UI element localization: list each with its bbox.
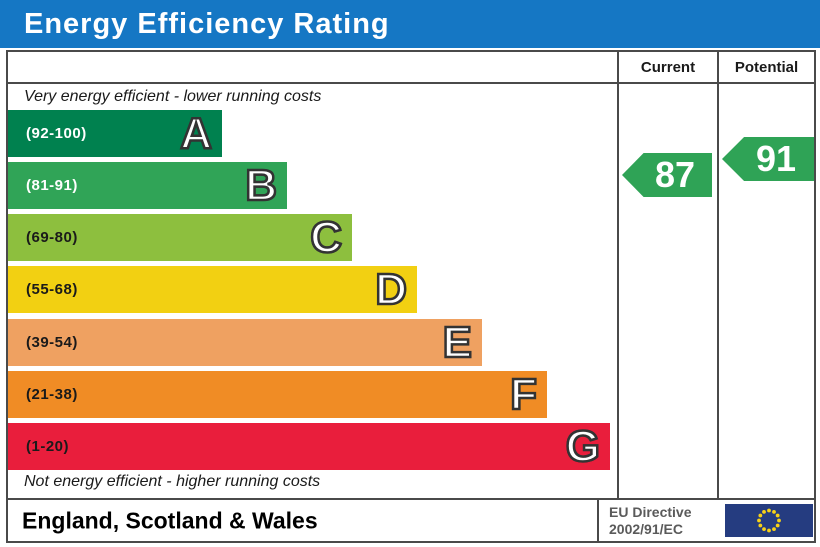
band-letter: D [374, 264, 408, 314]
current-rating-value: 87 [654, 154, 696, 195]
band-bar-d: (55-68) D [8, 266, 417, 313]
rating-table: Current Potential Very energy efficient … [6, 50, 816, 500]
band-range-label: (69-80) [26, 229, 78, 246]
band-letter: G [565, 421, 602, 471]
band-row-g: (1-20) G [8, 423, 610, 470]
band-range-label: (55-68) [26, 281, 78, 298]
page-title: Energy Efficiency Rating [24, 7, 390, 40]
band-letter: B [244, 160, 278, 210]
column-divider-current [617, 52, 619, 498]
current-column-header: Current [640, 58, 696, 76]
current-rating-arrow: 87 [622, 153, 712, 197]
potential-column-header: Potential [734, 58, 799, 76]
column-divider-potential [717, 52, 719, 498]
band-range-label: (92-100) [26, 125, 87, 142]
potential-rating-arrow: 91 [722, 137, 814, 181]
potential-rating-value: 91 [755, 138, 797, 179]
band-row-d: (55-68) D [8, 266, 417, 313]
band-bar-g: (1-20) G [8, 423, 610, 470]
band-row-c: (69-80) C [8, 214, 352, 261]
band-bar-c: (69-80) C [8, 214, 352, 261]
eu-flag-icon [725, 504, 813, 537]
band-row-b: (81-91) B [8, 162, 287, 209]
footer-divider [597, 500, 599, 541]
eu-directive-label: EU Directive 2002/91/EC [609, 504, 691, 538]
band-letter: E [441, 317, 473, 367]
eu-directive-line2: 2002/91/EC [609, 520, 683, 537]
band-bar-a: (92-100) A [8, 110, 222, 157]
band-range-label: (39-54) [26, 334, 78, 351]
band-range-label: (1-20) [26, 438, 70, 455]
header-divider [8, 82, 814, 84]
band-bar-e: (39-54) E [8, 319, 482, 366]
band-row-e: (39-54) E [8, 319, 482, 366]
band-letter: A [179, 108, 213, 158]
band-bar-b: (81-91) B [8, 162, 287, 209]
title-bar: Energy Efficiency Rating [0, 0, 820, 48]
band-row-a: (92-100) A [8, 110, 222, 157]
band-bar-f: (21-38) F [8, 371, 547, 418]
bottom-note: Not energy efficient - higher running co… [24, 473, 321, 490]
band-range-label: (21-38) [26, 386, 78, 403]
band-letter: F [509, 369, 538, 419]
region-label: England, Scotland & Wales [22, 507, 318, 533]
top-note: Very energy efficient - lower running co… [24, 88, 322, 105]
footer-bar: England, Scotland & Wales EU Directive 2… [6, 500, 816, 543]
band-letter: C [309, 212, 343, 262]
band-row-f: (21-38) F [8, 371, 547, 418]
band-range-label: (81-91) [26, 177, 78, 194]
eu-directive-line1: EU Directive [609, 504, 692, 520]
